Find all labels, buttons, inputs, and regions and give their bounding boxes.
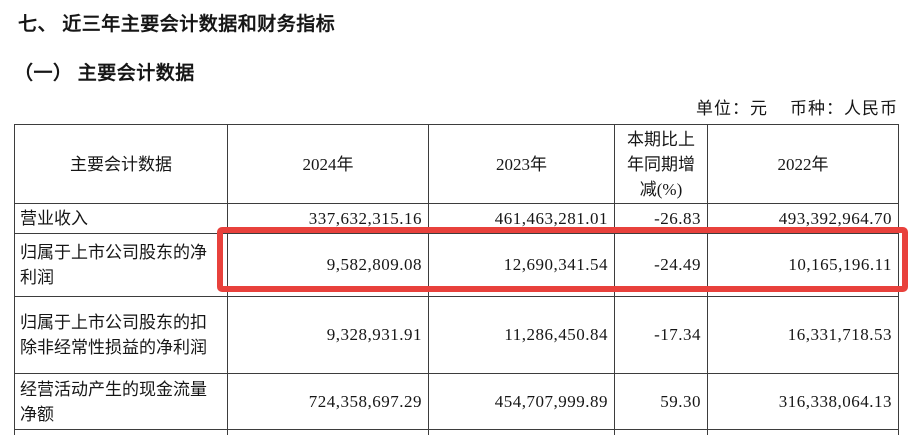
value-2024 — [227, 429, 429, 435]
value-2022: 493,392,964.70 — [707, 203, 899, 234]
col-header-2023: 2023年 — [428, 124, 615, 204]
table-row-revenue: 营业收入 337,632,315.16 461,463,281.01 -26.8… — [14, 203, 899, 234]
value-change: -24.49 — [614, 233, 708, 297]
value-2023: 454,707,999.89 — [428, 373, 615, 430]
col-header-2024: 2024年 — [227, 124, 429, 204]
value-2024: 9,328,931.91 — [227, 296, 429, 374]
section-title: 七、 近三年主要会计数据和财务指标 — [18, 14, 336, 35]
value-2023 — [428, 429, 615, 435]
table-row-net-profit: 归属于上市公司股东的净利润 9,582,809.08 12,690,341.54… — [14, 233, 899, 297]
row-label: 经营活动产生的现金流量净额 — [14, 373, 228, 430]
row-label: 营业收入 — [14, 203, 228, 234]
currency-label: 币种：人民币 — [790, 99, 898, 118]
value-2022 — [707, 429, 899, 435]
value-2024: 724,358,697.29 — [227, 373, 429, 430]
table-header-row: 主要会计数据 2024年 2023年 本期比上年同期增减(%) 2022年 — [14, 124, 899, 204]
col-header-change: 本期比上年同期增减(%) — [614, 124, 708, 204]
unit-currency-note: 单位：元 币种：人民币 — [696, 94, 898, 119]
table-row-operating-cash-flow: 经营活动产生的现金流量净额 724,358,697.29 454,707,999… — [14, 373, 899, 430]
value-2024: 9,582,809.08 — [227, 233, 429, 297]
value-2024: 337,632,315.16 — [227, 203, 429, 234]
value-change: 59.30 — [614, 373, 708, 430]
value-2023: 461,463,281.01 — [428, 203, 615, 234]
value-change: -26.83 — [614, 203, 708, 234]
value-2023: 11,286,450.84 — [428, 296, 615, 374]
value-2022: 10,165,196.11 — [707, 233, 899, 297]
table-row-partial-clipped: 本期末比上 — [14, 429, 899, 435]
subsection-title: （一） 主要会计数据 — [14, 63, 195, 84]
row-label: 归属于上市公司股东的净利润 — [14, 233, 228, 297]
accounting-data-table: 主要会计数据 2024年 2023年 本期比上年同期增减(%) 2022年 营业… — [14, 124, 899, 435]
clipped-next-header: 本期末比上 — [614, 429, 708, 435]
value-2022: 316,338,064.13 — [707, 373, 899, 430]
col-header-2022: 2022年 — [707, 124, 899, 204]
value-2022: 16,331,718.53 — [707, 296, 899, 374]
unit-label: 单位：元 — [696, 99, 768, 118]
col-header-indicator: 主要会计数据 — [14, 124, 228, 204]
value-2023: 12,690,341.54 — [428, 233, 615, 297]
value-change: -17.34 — [614, 296, 708, 374]
row-label: 归属于上市公司股东的扣除非经常性损益的净利润 — [14, 296, 228, 374]
table-row-net-profit-excl-nonrecurring: 归属于上市公司股东的扣除非经常性损益的净利润 9,328,931.91 11,2… — [14, 296, 899, 374]
row-label — [14, 429, 228, 435]
